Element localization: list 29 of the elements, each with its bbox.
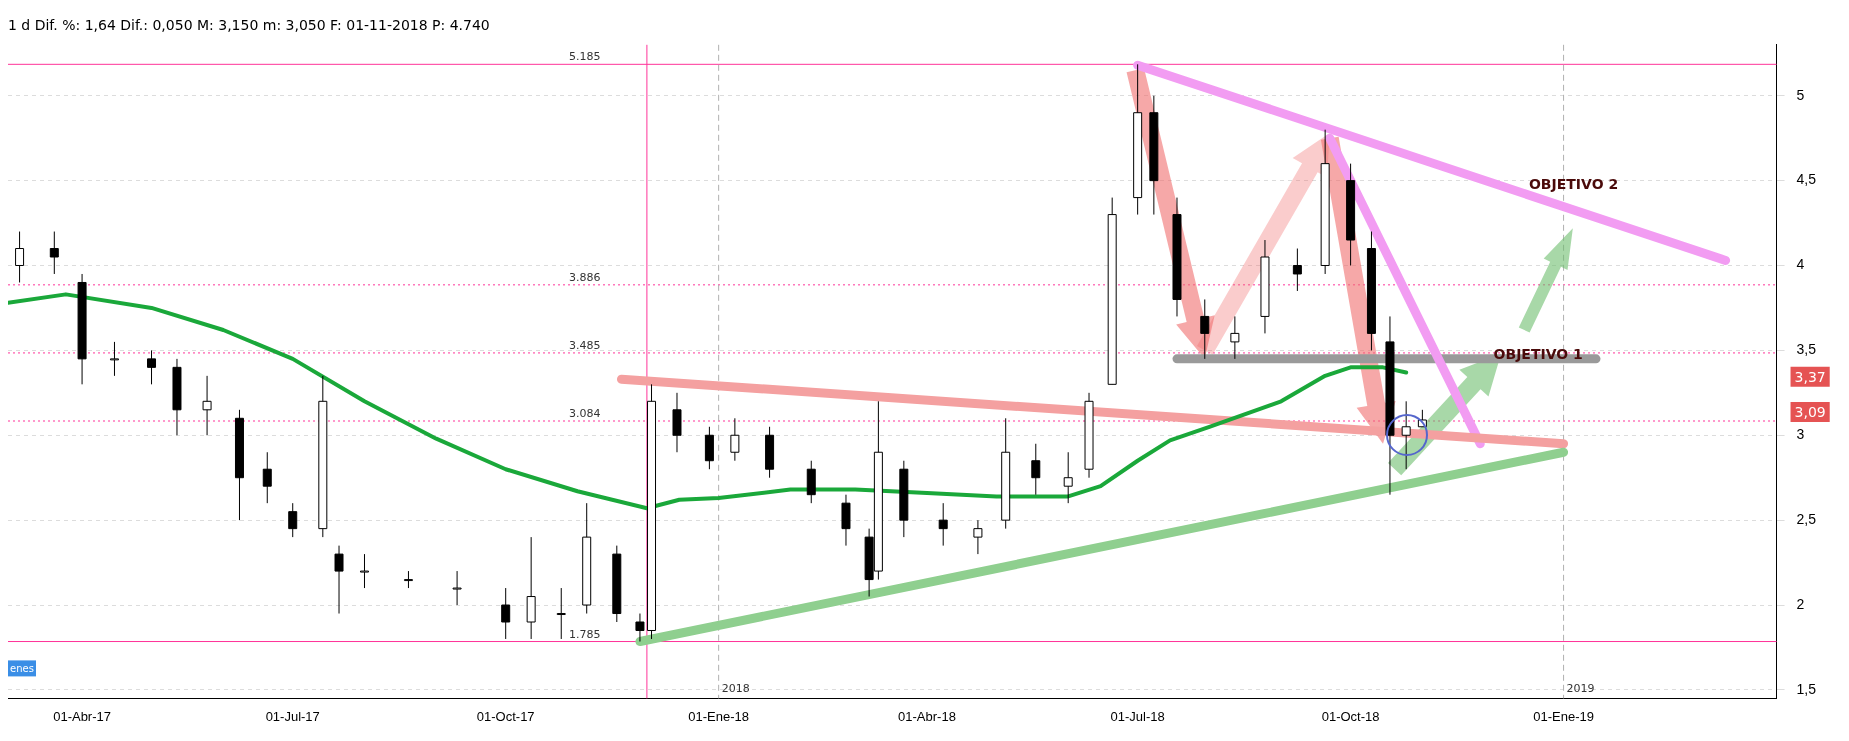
x-tick-label: 01-Abr-18 — [898, 708, 956, 724]
ref-line-label: 5.185 — [568, 50, 601, 64]
y-tick-label: 3 — [1796, 426, 1805, 443]
x-tick-label: 01-Oct-18 — [1321, 708, 1380, 724]
x-tick-label: 01-Oct-17 — [476, 708, 535, 724]
text: 3,09 — [1794, 404, 1826, 421]
x-tick-label: 01-Ene-19 — [1533, 708, 1594, 724]
x-tick-label: 01-Jul-18 — [1110, 708, 1165, 724]
y-tick-label: 4 — [1796, 256, 1805, 273]
ref-line-label: 3.485 — [568, 338, 601, 352]
y-tick-label: 4,5 — [1796, 171, 1817, 188]
ref-line-label: 1.785 — [568, 627, 601, 641]
ref-line-label: 2018 — [721, 682, 750, 696]
x-tick-label: 01-Ene-18 — [688, 708, 750, 724]
ref-line-label: 3.084 — [568, 407, 601, 420]
annotation: enes — [10, 663, 34, 675]
chart-title: 1 d Dif. %: 1,64 Dif.: 0,050 M: 3,150 m: 3,050 F: 01-11-2018 P: 4.740 — [8, 17, 490, 34]
x-tick-label: 01-Jul-17 — [265, 708, 320, 724]
y-tick-label: 2 — [1796, 595, 1805, 612]
annotation: OBJETIVO 1 — [1493, 345, 1583, 362]
y-tick-label: 1,5 — [1796, 680, 1817, 697]
y-tick-label: 5 — [1796, 86, 1805, 103]
text: 3,37 — [1794, 368, 1826, 385]
ref-line-label: 2019 — [1566, 682, 1595, 696]
x-tick-label: 01-Abr-17 — [53, 708, 111, 724]
y-tick-label: 2,5 — [1796, 511, 1817, 527]
y-tick-label: 3,5 — [1796, 341, 1817, 358]
ref-line-label: 3.886 — [568, 270, 601, 284]
annotation: OBJETIVO 2 — [1528, 175, 1619, 192]
